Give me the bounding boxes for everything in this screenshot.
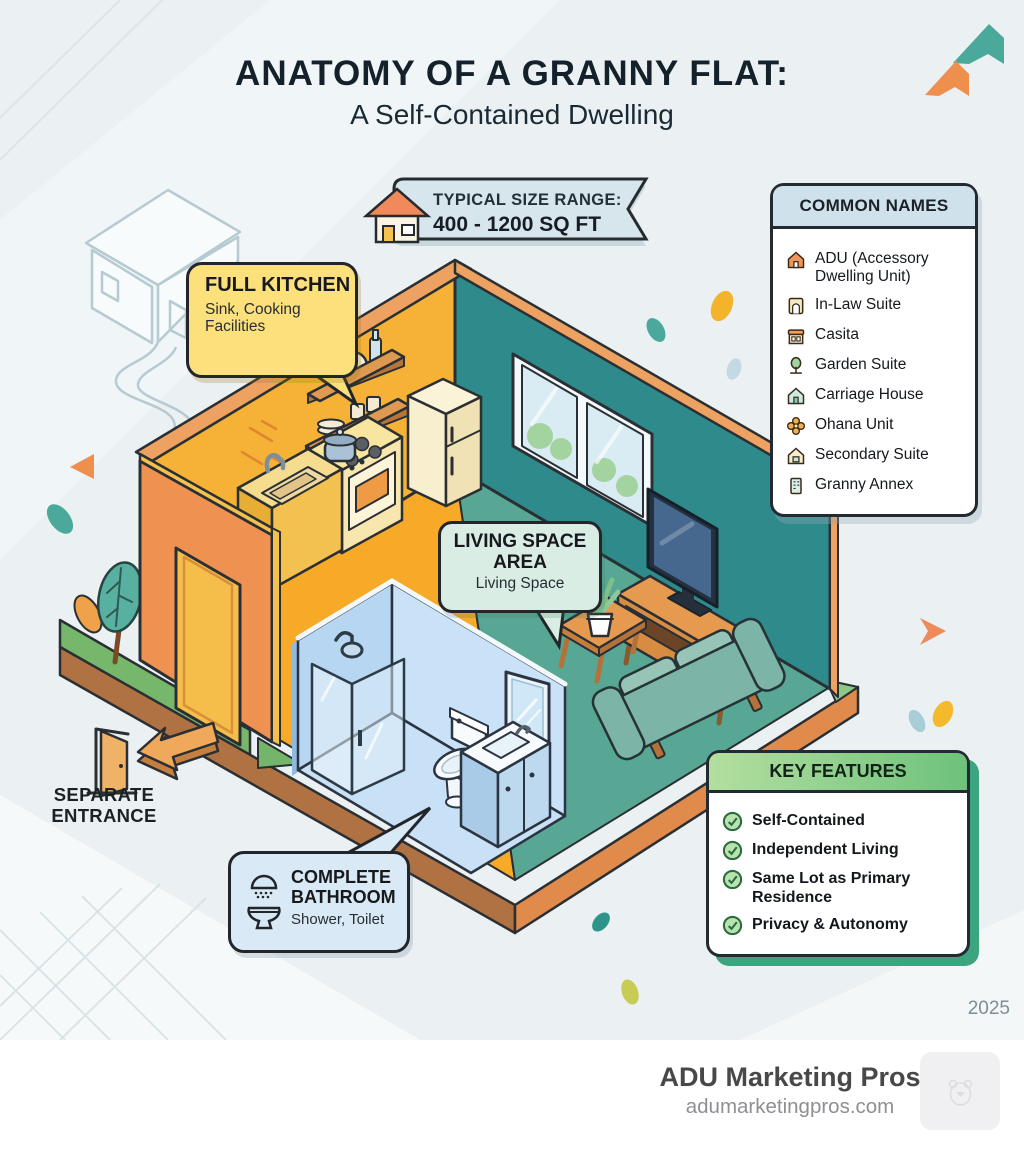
kitchen-callout-subtitle: Sink, Cooking Facilities (205, 300, 301, 336)
infographic-body: ANATOMY OF A GRANNY FLAT: A Self-Contain… (0, 0, 1024, 1040)
crosshatch-decor (0, 883, 227, 1040)
bathroom-icon (247, 874, 281, 930)
bathroom-wall-left (296, 581, 394, 772)
living-callout-title: LIVING SPACE AREA (453, 531, 587, 573)
size-banner: TYPICAL SIZE RANGE: 400 - 1200 SQ FT (433, 191, 622, 237)
bathroom-callout: COMPLETE BATHROOM Shower, Toilet (228, 851, 410, 953)
page-title: ANATOMY OF A GRANNY FLAT: (235, 54, 789, 93)
key-features-list: Self-Contained Independent Living Same L… (709, 793, 967, 954)
tv (646, 487, 719, 617)
grass-strip (58, 618, 252, 759)
tv-stand (616, 574, 764, 726)
page-subtitle: A Self-Contained Dwelling (350, 99, 674, 130)
size-banner-label: TYPICAL SIZE RANGE: (433, 191, 622, 209)
separate-entrance-label: SEPARATE ENTRANCE (51, 784, 157, 827)
key-features-panel: KEY FEATURES Self-Contained Independent … (706, 750, 970, 958)
entrance-wall (138, 452, 303, 769)
list-item: Self-Contained (722, 811, 957, 832)
orange-leaf (73, 594, 103, 634)
window (511, 352, 654, 528)
bear-logo-icon (948, 1079, 973, 1106)
vanity-sink (459, 720, 552, 849)
list-item: Independent Living (722, 840, 957, 861)
tree (96, 561, 144, 633)
kitchen-sink-counter (236, 447, 344, 591)
list-item: Same Lot as Primary Residence (722, 869, 957, 907)
common-names-list: ADU (Accessory Dwelling Unit) In-Law Sui… (773, 229, 975, 514)
brand-block: ADU Marketing Pros adumarketingpros.com (600, 1062, 980, 1119)
toilet (433, 707, 489, 809)
year-label: 2025 (967, 998, 1010, 1019)
list-item: Carriage House (786, 386, 967, 406)
list-item: Secondary Suite (786, 446, 967, 466)
casita-icon (787, 329, 805, 344)
carriage-house-icon (787, 387, 805, 404)
shower (310, 631, 406, 796)
stove (306, 415, 404, 555)
doorway (174, 546, 242, 747)
check-icon (722, 811, 743, 832)
list-item: ADU (Accessory Dwelling Unit) (786, 250, 967, 286)
bathroom-callout-subtitle: Shower, Toilet (291, 910, 385, 928)
living-callout-subtitle: Living Space (475, 575, 565, 593)
ohana-flower-icon (787, 416, 805, 435)
brand-name: ADU Marketing Pros (659, 1062, 921, 1092)
adu-house-icon (787, 251, 805, 269)
banner-house-icon (362, 187, 432, 244)
common-names-title: COMMON NAMES (773, 186, 975, 229)
key-features-title: KEY FEATURES (709, 753, 967, 793)
list-item: Granny Annex (786, 476, 967, 496)
check-icon (722, 916, 743, 936)
common-names-panel: COMMON NAMES ADU (Accessory Dwelling Uni… (770, 183, 978, 517)
brand-website[interactable]: adumarketingpros.com (685, 1095, 895, 1118)
list-item: Casita (786, 326, 967, 346)
kitchen-callout: FULL KITCHEN Sink, Cooking Facilities (186, 262, 358, 378)
mirror (504, 670, 551, 759)
entrance-arrow (136, 721, 220, 781)
archway-icon (788, 297, 804, 314)
footer: ADU Marketing Pros adumarketingpros.com (0, 1040, 1024, 1154)
brand-logo (920, 1052, 1000, 1130)
garden-tree-icon (790, 356, 802, 374)
list-item: Privacy & Autonomy (722, 915, 957, 936)
check-icon (722, 840, 743, 861)
check-icon (722, 869, 743, 890)
list-item: Ohana Unit (786, 416, 967, 436)
fridge (406, 377, 483, 508)
annex-building-icon (790, 477, 802, 494)
kitchen-callout-title: FULL KITCHEN (205, 274, 351, 296)
size-banner-value: 400 - 1200 SQ FT (433, 213, 602, 236)
bathroom-callout-title: COMPLETE BATHROOM (291, 867, 396, 907)
secondary-house-icon (787, 447, 805, 464)
living-callout: LIVING SPACE AREA Living Space (438, 521, 602, 613)
list-item: Garden Suite (786, 356, 967, 376)
list-item: In-Law Suite (786, 296, 967, 316)
